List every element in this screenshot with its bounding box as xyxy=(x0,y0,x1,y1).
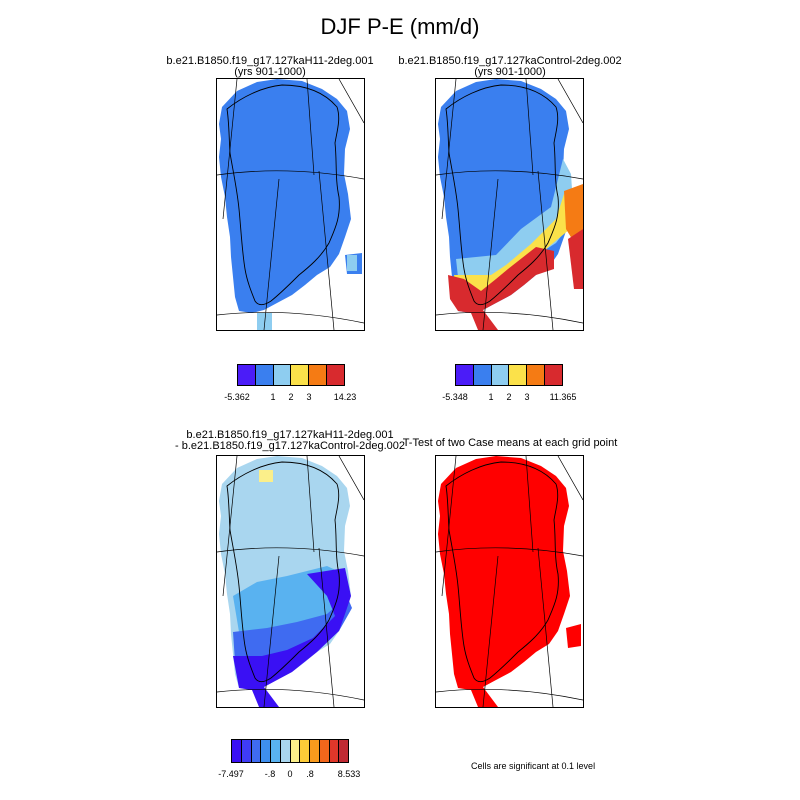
panel-3-colorbar-swatch xyxy=(339,740,348,762)
panel-4-grid-lines xyxy=(436,456,583,707)
panel-2-red-south xyxy=(448,247,554,330)
panel-1-grid-lines xyxy=(217,79,364,330)
panel-1-title-line2: (yrs 901-1000) xyxy=(234,66,306,78)
panel-3-map xyxy=(216,455,365,708)
panel-1-coastline xyxy=(226,84,340,306)
panel-1-map xyxy=(216,78,365,331)
panel-3-coastline xyxy=(226,461,340,683)
page-title: DJF P-E (mm/d) xyxy=(320,14,480,39)
panel-1-colorbar xyxy=(237,364,345,386)
panel-3-title: b.e21.B1850.f19_g17.127kaH11-2deg.001 - … xyxy=(110,430,470,452)
panel-1-title-line1: b.e21.B1850.f19_g17.127kaH11-2deg.001 xyxy=(166,55,374,67)
panel-3-title-line1: b.e21.B1850.f19_g17.127kaH11-2deg.001 xyxy=(186,429,394,441)
panel-2-colorbar-swatch xyxy=(527,365,546,385)
panel-3-colorbar-swatch xyxy=(319,740,330,762)
panel-3-colorbar-label: 8.533 xyxy=(337,769,361,779)
panel-1-colorbar-swatch xyxy=(327,365,344,385)
panel-2-colorbar-label: 1 xyxy=(488,392,494,402)
panel-1-colorbar-swatch xyxy=(291,365,310,385)
significance-note: Cells are significant at 0.1 level xyxy=(471,761,596,771)
panel-2-colorbar-swatch xyxy=(509,365,528,385)
panel-1-colorbar-swatch xyxy=(238,365,256,385)
panel-1-title: b.e21.B1850.f19_g17.127kaH11-2deg.001 (y… xyxy=(90,56,450,78)
panel-3-map-svg xyxy=(217,456,364,707)
panel-1-colorbar-label: -5.362 xyxy=(224,392,250,402)
panel-2-title-line1: b.e21.B1850.f19_g17.127kaControl-2deg.00… xyxy=(398,55,622,67)
panel-4-east-cells xyxy=(566,624,581,648)
panel-2-colorbar-swatch xyxy=(491,365,510,385)
panel-2-coastline xyxy=(445,84,559,306)
panel-3-colorbar-swatch xyxy=(261,740,271,762)
panel-3-deep-blue-band xyxy=(233,596,352,662)
panel-3-colorbar-swatch xyxy=(241,740,252,762)
panel-3-colorbar-label: 0 xyxy=(287,769,293,779)
panel-3-grid-lines xyxy=(217,456,364,707)
panel-4-title: T-Test of two Case means at each grid po… xyxy=(330,438,690,449)
panel-2-yellow-band xyxy=(454,194,574,303)
panel-2-colorbar-label: 3 xyxy=(524,392,530,402)
panel-1-colorbar-label: 3 xyxy=(306,392,312,402)
panel-2-grid-lines xyxy=(436,79,583,330)
panel-3-colorbar-label: -7.497 xyxy=(218,769,244,779)
panel-1-map-svg xyxy=(217,79,364,330)
panel-2-orange-east xyxy=(564,184,583,239)
panel-2-colorbar-label: -5.348 xyxy=(442,392,468,402)
panel-3-colorbar-label: -.8 xyxy=(264,769,276,779)
panel-3-yellow-patch xyxy=(259,470,273,482)
panel-3-title-line2: - b.e21.B1850.f19_g17.127kaControl-2deg.… xyxy=(175,440,405,452)
panel-1-colorbar-label: 14.23 xyxy=(333,392,357,402)
panel-3-colorbar-swatch xyxy=(280,740,291,762)
panel-4-coastline xyxy=(445,461,559,683)
panel-1-colorbar-label: 1 xyxy=(270,392,276,402)
panel-2-red-east xyxy=(568,229,583,289)
panel-3-colorbar-swatch xyxy=(290,740,301,762)
panel-3-colorbar xyxy=(231,739,349,763)
panel-3-colorbar-swatch xyxy=(310,740,320,762)
panel-3-dark-blue xyxy=(233,568,351,707)
panel-4-significant-cells xyxy=(438,456,570,707)
panel-4-map-svg xyxy=(436,456,583,707)
panel-2-map xyxy=(435,78,584,331)
panel-3-colorbar-swatch xyxy=(271,740,281,762)
panel-2-map-svg xyxy=(436,79,583,330)
panel-2-colorbar-label: 2 xyxy=(506,392,512,402)
panel-1-greenland-field xyxy=(219,79,351,313)
panel-1-colorbar-swatch xyxy=(273,365,292,385)
panel-1-east-light xyxy=(347,255,357,271)
panel-3-colorbar-swatch xyxy=(300,740,310,762)
panel-2-colorbar-swatch xyxy=(545,365,562,385)
panel-3-colorbar-swatch xyxy=(251,740,262,762)
panel-2-colorbar xyxy=(455,364,563,386)
panel-2-colorbar-swatch xyxy=(456,365,474,385)
panel-4-title-line1: T-Test of two Case means at each grid po… xyxy=(402,437,618,449)
panel-3-colorbar-label: .8 xyxy=(306,769,314,779)
panel-3-colorbar-swatch xyxy=(232,740,242,762)
panel-1-colorbar-swatch xyxy=(309,365,328,385)
panel-1-colorbar-label: 2 xyxy=(288,392,294,402)
panel-4-map xyxy=(435,455,584,708)
panel-2-title-line2: (yrs 901-1000) xyxy=(474,66,546,78)
panel-1-colorbar-swatch xyxy=(255,365,274,385)
panel-2-colorbar-swatch xyxy=(473,365,492,385)
panel-2-title: b.e21.B1850.f19_g17.127kaControl-2deg.00… xyxy=(330,56,690,78)
panel-2-colorbar-label: 11.365 xyxy=(549,392,577,402)
panel-3-colorbar-swatch xyxy=(329,740,340,762)
